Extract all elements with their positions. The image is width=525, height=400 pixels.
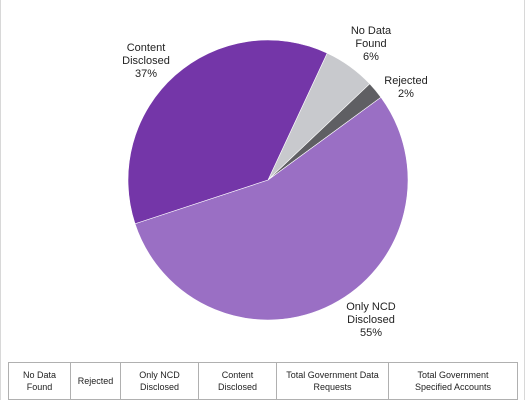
legend-cell-total-government-data-requests: Total Government Data Requests (276, 362, 389, 400)
legend-table: No Data Found Rejected Only NCD Disclosed Con… (8, 362, 518, 400)
slice-label-no-data-found: No Data Found 6% (351, 25, 392, 63)
legend-cell-content-disclosed: Content Disclosed (198, 362, 277, 400)
pie-chart: No Data Found 6% Rejected 2% Only NCD Disclose… (122, 25, 428, 339)
legend-cell-no-data-found: No Data Found (8, 362, 71, 400)
legend-cell-only-ncd-disclosed: Only NCD Disclosed (120, 362, 199, 400)
pie-slice-only-ncd-disclosed (134, 96, 409, 321)
slice-label-content-disclosed: Content Disclosed 37% (122, 42, 170, 80)
legend-cell-rejected: Rejected (70, 362, 121, 400)
slice-label-rejected: Rejected 2% (384, 75, 427, 100)
slice-label-only-ncd-disclosed: Only NCD Disclosed 55% (346, 301, 396, 339)
legend-cell-total-government-specified-accounts: Total Government Specified Accounts (388, 362, 518, 400)
legend-header-row: No Data Found Rejected Only NCD Disclosed Con… (8, 362, 518, 400)
pie-slices (127, 39, 409, 321)
frame-left-border (0, 0, 1, 400)
pie-labels: No Data Found 6% Rejected 2% Only NCD Disclose… (122, 25, 428, 339)
pie-slice-content-disclosed (127, 39, 328, 225)
